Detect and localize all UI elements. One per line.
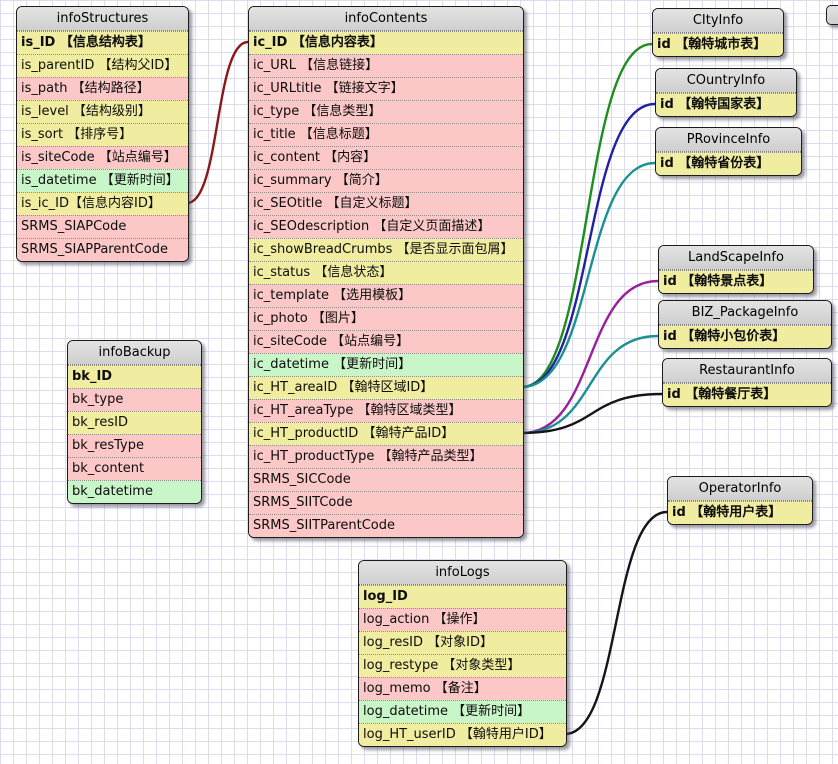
table-BIZ_PackageInfo[interactable]: BIZ_PackageInfo id 【翰特小包价表】	[658, 300, 832, 349]
relation-infoContents-ic_HT_productID-to-RestaurantInfo[interactable]	[520, 392, 664, 435]
field-infoStructures-is_ic_ID[interactable]: is_ic_ID【信息内容ID】	[17, 192, 188, 215]
field-PRovinceInfo-id[interactable]: id 【翰特省份表】	[656, 152, 801, 175]
field-infoLogs-log_restype[interactable]: log_restype 【对象类型】	[359, 654, 566, 677]
field-infoLogs-log_memo[interactable]: log_memo 【备注】	[359, 677, 566, 700]
table-PRovinceInfo[interactable]: PRovinceInfo id 【翰特省份表】	[655, 127, 802, 176]
table-infoBackup[interactable]: infoBackup bk_ID bk_type bk_resID bk_resType…	[67, 340, 202, 504]
field-infoStructures-is_sort[interactable]: is_sort 【排序号】	[17, 123, 188, 146]
table-title-BIZ_PackageInfo[interactable]: BIZ_PackageInfo	[659, 301, 831, 325]
table-title-COuntryInfo[interactable]: COuntryInfo	[656, 69, 796, 93]
table-OperatorInfo[interactable]: OperatorInfo id 【翰特用户表】	[667, 476, 813, 525]
relation-infoContents-ic_HT_productID-to-LandScapeInfo[interactable]	[520, 279, 660, 435]
table-title-infoLogs[interactable]: infoLogs	[359, 561, 566, 585]
field-infoLogs-log_resID[interactable]: log_resID 【对象ID】	[359, 631, 566, 654]
field-infoContents-ic_siteCode[interactable]: ic_siteCode 【站点编号】	[249, 330, 523, 353]
field-BIZ_PackageInfo-id[interactable]: id 【翰特小包价表】	[659, 325, 831, 348]
field-infoContents-ic_HT_productType[interactable]: ic_HT_productType 【翰特产品类型】	[249, 445, 523, 468]
field-infoContents-ic_summary[interactable]: ic_summary 【简介】	[249, 169, 523, 192]
table-title-OperatorInfo[interactable]: OperatorInfo	[668, 477, 812, 501]
field-infoContents-ic_ID[interactable]: ic_ID 【信息内容表】	[249, 31, 523, 54]
field-infoContents-SRMS_SIITCode[interactable]: SRMS_SIITCode	[249, 491, 523, 514]
field-infoBackup-bk_resID[interactable]: bk_resID	[68, 411, 201, 434]
relation-infoContents-ic_HT_productID-to-BIZ_PackageInfo[interactable]	[520, 334, 660, 435]
field-OperatorInfo-id[interactable]: id 【翰特用户表】	[668, 501, 812, 524]
field-infoBackup-bk_content[interactable]: bk_content	[68, 457, 201, 480]
table-title-infoStructures[interactable]: infoStructures	[17, 7, 188, 31]
table-title-CItyInfo[interactable]: CItyInfo	[653, 9, 783, 33]
field-infoBackup-bk_ID[interactable]: bk_ID	[68, 365, 201, 388]
field-infoStructures-is_ID[interactable]: is_ID 【信息结构表】	[17, 31, 188, 54]
partial-table-stub[interactable]	[826, 5, 838, 25]
field-infoContents-ic_SEOtitle[interactable]: ic_SEOtitle 【自定义标题】	[249, 192, 523, 215]
relation-infoContents-ic_HT_areaID-to-CItyInfo[interactable]	[520, 42, 654, 389]
field-infoContents-ic_status[interactable]: ic_status 【信息状态】	[249, 261, 523, 284]
field-infoContents-ic_HT_productID[interactable]: ic_HT_productID 【翰特产品ID】	[249, 422, 523, 445]
field-infoLogs-log_action[interactable]: log_action 【操作】	[359, 608, 566, 631]
field-LandScapeInfo-id[interactable]: id 【翰特景点表】	[659, 270, 813, 293]
field-infoContents-ic_content[interactable]: ic_content 【内容】	[249, 146, 523, 169]
table-title-LandScapeInfo[interactable]: LandScapeInfo	[659, 246, 813, 270]
field-infoContents-ic_URLtitle[interactable]: ic_URLtitle 【链接文字】	[249, 77, 523, 100]
field-infoBackup-bk_resType[interactable]: bk_resType	[68, 434, 201, 457]
field-infoBackup-bk_datetime[interactable]: bk_datetime	[68, 480, 201, 503]
field-infoContents-ic_datetime[interactable]: ic_datetime 【更新时间】	[249, 353, 523, 376]
field-infoContents-ic_URL[interactable]: ic_URL 【信息链接】	[249, 54, 523, 77]
field-infoLogs-log_HT_userID[interactable]: log_HT_userID 【翰特用户ID】	[359, 723, 566, 746]
table-CItyInfo[interactable]: CItyInfo id 【翰特城市表】	[652, 8, 784, 57]
table-title-PRovinceInfo[interactable]: PRovinceInfo	[656, 128, 801, 152]
field-infoStructures-is_datetime[interactable]: is_datetime 【更新时间】	[17, 169, 188, 192]
field-infoContents-ic_HT_areaID[interactable]: ic_HT_areaID 【翰特区域ID】	[249, 376, 523, 399]
field-infoStructures-SRMS_SIAPCode[interactable]: SRMS_SIAPCode	[17, 215, 188, 238]
field-infoLogs-log_datetime[interactable]: log_datetime 【更新时间】	[359, 700, 566, 723]
field-infoContents-ic_type[interactable]: ic_type 【信息类型】	[249, 100, 523, 123]
field-infoContents-ic_title[interactable]: ic_title 【信息标题】	[249, 123, 523, 146]
field-CItyInfo-id[interactable]: id 【翰特城市表】	[653, 33, 783, 56]
field-infoStructures-SRMS_SIAPParentCode[interactable]: SRMS_SIAPParentCode	[17, 238, 188, 261]
table-infoContents[interactable]: infoContents ic_ID 【信息内容表】 ic_URL 【信息链接】 ic…	[248, 6, 524, 538]
table-infoLogs[interactable]: infoLogs log_ID log_action 【操作】 log_resID 【…	[358, 560, 567, 747]
table-title-infoContents[interactable]: infoContents	[249, 7, 523, 31]
relation-infoContents-ic_HT_areaID-to-PRovinceInfo[interactable]	[520, 161, 657, 389]
table-RestaurantInfo[interactable]: RestaurantInfo id 【翰特餐厅表】	[662, 358, 832, 407]
field-infoContents-ic_template[interactable]: ic_template 【选用模板】	[249, 284, 523, 307]
relation-infoContents-ic_HT_areaID-to-COuntryInfo[interactable]	[520, 102, 657, 389]
field-infoContents-SRMS_SICCode[interactable]: SRMS_SICCode	[249, 468, 523, 491]
relation-infoStructures-is_ic_ID-to-infoContents[interactable]	[185, 40, 250, 205]
field-RestaurantInfo-id[interactable]: id 【翰特餐厅表】	[663, 383, 831, 406]
table-LandScapeInfo[interactable]: LandScapeInfo id 【翰特景点表】	[658, 245, 814, 294]
field-COuntryInfo-id[interactable]: id 【翰特国家表】	[656, 93, 796, 116]
field-infoStructures-is_level[interactable]: is_level 【结构级别】	[17, 100, 188, 123]
field-infoContents-ic_SEOdescription[interactable]: ic_SEOdescription 【自定义页面描述】	[249, 215, 523, 238]
field-infoContents-ic_showBreadCrumbs[interactable]: ic_showBreadCrumbs 【是否显示面包屑】	[249, 238, 523, 261]
field-infoContents-ic_photo[interactable]: ic_photo 【图片】	[249, 307, 523, 330]
field-infoContents-SRMS_SIITParentCode[interactable]: SRMS_SIITParentCode	[249, 514, 523, 537]
relation-infoLogs-log_HT_userID-to-OperatorInfo[interactable]	[563, 510, 669, 736]
table-COuntryInfo[interactable]: COuntryInfo id 【翰特国家表】	[655, 68, 797, 117]
table-title-infoBackup[interactable]: infoBackup	[68, 341, 201, 365]
field-infoLogs-log_ID[interactable]: log_ID	[359, 585, 566, 608]
table-infoStructures[interactable]: infoStructures is_ID 【信息结构表】 is_parentID 【…	[16, 6, 189, 262]
field-infoStructures-is_parentID[interactable]: is_parentID 【结构父ID】	[17, 54, 188, 77]
field-infoStructures-is_path[interactable]: is_path 【结构路径】	[17, 77, 188, 100]
field-infoStructures-is_siteCode[interactable]: is_siteCode 【站点编号】	[17, 146, 188, 169]
field-infoBackup-bk_type[interactable]: bk_type	[68, 388, 201, 411]
field-infoContents-ic_HT_areaType[interactable]: ic_HT_areaType 【翰特区域类型】	[249, 399, 523, 422]
table-title-RestaurantInfo[interactable]: RestaurantInfo	[663, 359, 831, 383]
